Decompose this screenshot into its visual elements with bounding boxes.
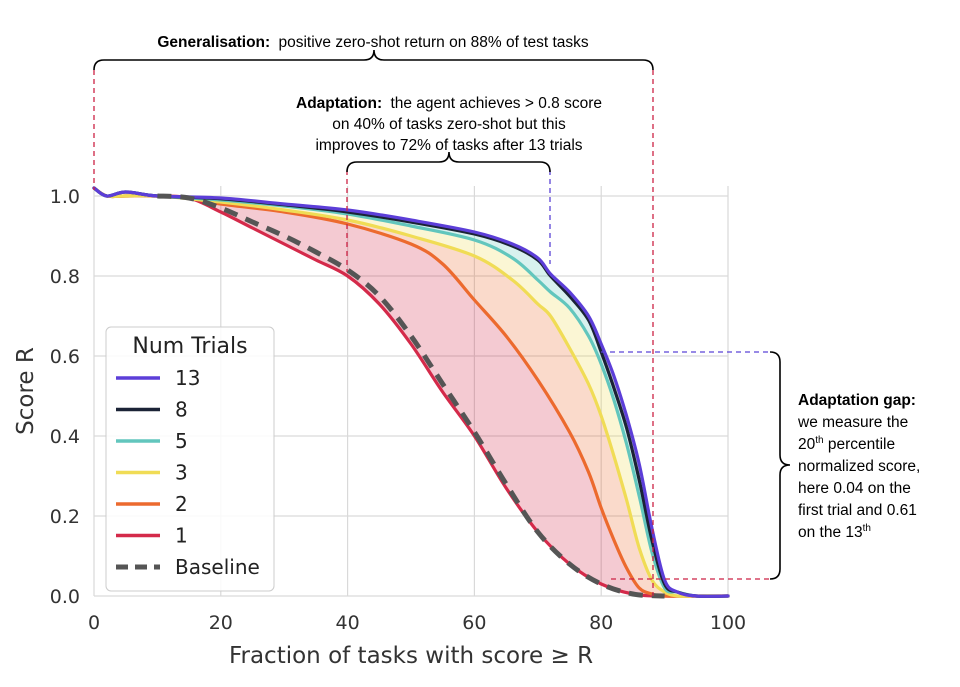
axis-ticks: 0 20 40 60 80 100 0.0 0.2 0.4 0.6 0.8 1.0 — [50, 186, 746, 634]
x-tick-label: 20 — [209, 612, 233, 634]
legend: Num Trials 13 8 5 3 2 1 Baseline — [105, 326, 275, 592]
adaptation-gap-line-2a: 20 — [798, 436, 816, 453]
legend-label-8: 8 — [175, 398, 188, 422]
fill-band-5-3 — [94, 188, 728, 597]
adaptation-gap-sup-1: th — [815, 435, 823, 446]
adaptation-annotation: Adaptation: the agent achieves > 0.8 sco… — [296, 95, 602, 154]
legend-items: 13 8 5 3 2 1 Baseline — [116, 366, 260, 579]
legend-label-13: 13 — [175, 366, 200, 390]
x-tick-label: 60 — [462, 612, 486, 634]
y-tick-label: 0.8 — [50, 266, 80, 288]
adaptation-gap-line-2: 20th percentile — [798, 435, 895, 453]
adaptation-line-2: on 40% of tasks zero-shot but this — [332, 116, 566, 133]
legend-label-5: 5 — [175, 429, 188, 453]
fill-band-2-1 — [94, 188, 728, 597]
svg-text:Adaptation: the agent ac: Adaptation: the agent achieves > 0.8 sco… — [296, 95, 602, 112]
generalisation-label: Generalisation: — [157, 34, 270, 51]
annotation-guides — [93, 49, 791, 596]
x-axis-label: Fraction of tasks with score ≥ R — [229, 643, 593, 669]
adaptation-gap-label: Adaptation gap: — [798, 392, 916, 409]
adaptation-gap-brace — [769, 351, 791, 580]
adaptation-gap-line-6: on the 13th — [798, 523, 871, 541]
svg-text:Generalisation: positive: Generalisation: positive zero-shot retur… — [157, 34, 589, 51]
adaptation-line-1: the agent achieves > 0.8 score — [390, 95, 602, 112]
adaptation-gap-line-5: first trial and 0.61 — [798, 502, 917, 519]
adaptation-label: Adaptation: — [296, 95, 382, 112]
adaptation-fills — [94, 188, 728, 597]
legend-label-2: 2 — [175, 492, 188, 516]
legend-label-baseline: Baseline — [175, 555, 260, 579]
y-axis-label: Score R — [13, 347, 39, 435]
series-line-baseline — [157, 193, 665, 599]
legend-label-3: 3 — [175, 461, 188, 485]
series-line-13 — [92, 186, 730, 598]
adaptation-gap-line-3: normalized score, — [798, 458, 920, 475]
adaptation-gap-sup-2: th — [863, 523, 871, 534]
generalisation-brace — [93, 49, 654, 71]
adaptation-brace — [346, 151, 551, 173]
y-tick-label: 0.2 — [50, 506, 80, 528]
adaptation-gap-line-2b: percentile — [824, 436, 896, 453]
x-tick-label: 40 — [336, 612, 360, 634]
y-tick-label: 1.0 — [50, 186, 80, 208]
legend-label-1: 1 — [175, 524, 188, 548]
legend-box — [105, 326, 275, 592]
y-tick-label: 0.4 — [50, 426, 80, 448]
x-tick-label: 0 — [88, 612, 100, 634]
adaptation-gap-line-1: we measure the — [797, 414, 908, 431]
adaptation-line-3: improves to 72% of tasks after 13 trials — [315, 137, 582, 154]
y-tick-label: 0.6 — [50, 346, 80, 368]
generalisation-text: positive zero-shot return on 88% of test… — [279, 34, 589, 51]
x-tick-label: 80 — [589, 612, 613, 634]
adaptation-gap-annotation: Adaptation gap: we measure the 20th perc… — [797, 392, 920, 541]
legend-title: Num Trials — [132, 334, 247, 359]
adaptation-gap-line-4: here 0.04 on the — [798, 480, 911, 497]
y-tick-label: 0.0 — [50, 586, 80, 608]
x-tick-label: 100 — [710, 612, 746, 634]
adaptation-gap-line-6a: on the 13 — [798, 524, 863, 541]
generalisation-annotation: Generalisation: positive zero-shot retur… — [157, 34, 589, 51]
series-lines — [92, 186, 730, 599]
